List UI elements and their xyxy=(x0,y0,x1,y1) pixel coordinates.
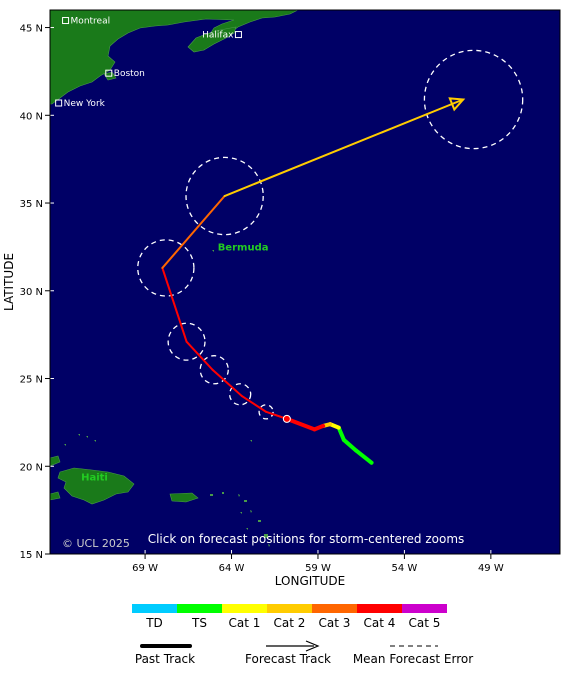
forecast-track-segment[interactable] xyxy=(161,266,188,343)
lon-tick-label: 69 W xyxy=(132,563,158,574)
land-north-america xyxy=(50,10,299,105)
region-label: Haiti xyxy=(81,472,108,483)
legend-swatch xyxy=(132,604,177,613)
lon-tick-label: 59 W xyxy=(305,563,331,574)
land-jamaica-west xyxy=(50,491,61,501)
past-track-segment xyxy=(354,448,374,465)
legend-swatch xyxy=(222,604,267,613)
lon-tick-label: 64 W xyxy=(219,563,245,574)
lat-tick-label: 30 N xyxy=(20,287,43,298)
past-track-segment xyxy=(336,425,346,442)
ocean xyxy=(50,10,560,554)
city-marker-icon xyxy=(55,99,63,107)
forecast-track-segment[interactable] xyxy=(161,195,226,269)
city-marker-icon xyxy=(234,31,242,39)
plot-border xyxy=(49,9,561,555)
error-circle xyxy=(228,383,252,406)
legend-swatch xyxy=(177,604,222,613)
error-circle xyxy=(137,239,195,297)
lat-tick-label: 25 N xyxy=(20,375,43,386)
error-cone xyxy=(137,49,524,420)
lat-tick-label: 15 N xyxy=(20,550,43,561)
legend-mean-error-label: Mean Forecast Error xyxy=(353,652,473,666)
error-circle xyxy=(423,49,524,150)
legend-category-label: Cat 2 xyxy=(274,616,306,630)
legend-category-label: Cat 4 xyxy=(364,616,396,630)
legend-past-track-label: Past Track xyxy=(135,652,195,666)
y-axis-label: LATITUDE xyxy=(2,253,16,311)
forecast-track-segment[interactable] xyxy=(240,395,268,413)
land-hispaniola xyxy=(57,467,135,505)
lon-tick-label: 54 W xyxy=(392,563,418,574)
error-circle xyxy=(258,404,274,420)
land-cuba-tip xyxy=(50,455,61,467)
x-axis-label: LONGITUDE xyxy=(275,574,345,588)
lon-tick-label: 49 W xyxy=(478,563,504,574)
city-marker-icon xyxy=(105,69,113,77)
lat-tick-label: 45 N xyxy=(20,24,43,35)
lat-tick-label: 20 N xyxy=(20,462,43,473)
storm-tracks[interactable] xyxy=(161,97,466,465)
legend-category-label: TD xyxy=(145,616,163,630)
city-label: New York xyxy=(64,99,106,109)
city-marker-icon xyxy=(62,17,70,25)
region-label: Bermuda xyxy=(218,242,269,253)
error-circle xyxy=(185,156,264,236)
forecast-track-segment[interactable] xyxy=(211,368,243,398)
land-puerto-rico xyxy=(169,492,199,503)
legend-past-track: Past Track xyxy=(135,644,195,666)
city-label: Halifax xyxy=(202,31,234,41)
legend-category-label: TS xyxy=(191,616,207,630)
land-nova-scotia xyxy=(187,26,237,53)
error-circle xyxy=(167,322,206,361)
place-labels: Montreal Halifax Boston New York Bermuda Hait… xyxy=(55,17,269,483)
legend-mean-error: Mean Forecast Error xyxy=(353,645,473,666)
current-position-marker[interactable] xyxy=(282,414,291,423)
legend-swatch xyxy=(267,604,312,613)
legend-category-label: Cat 5 xyxy=(409,616,441,630)
legend-swatch xyxy=(357,604,402,613)
category-legend: TD TS Cat 1 Cat 2 Cat 3 Cat 4 Cat 5 xyxy=(132,604,447,630)
land-layer xyxy=(50,10,299,547)
forecast-track-segment[interactable] xyxy=(185,340,214,371)
arrow-icon xyxy=(305,640,320,652)
legend-forecast-track-label: Forecast Track xyxy=(245,652,331,666)
past-track-segment xyxy=(341,437,358,453)
legend-swatch xyxy=(312,604,357,613)
axis-ticks: 45 N 40 N 35 N 30 N 25 N 20 N 15 N 69 W 64 W 59 W… xyxy=(20,24,504,574)
error-circle xyxy=(199,355,229,385)
city-label: Montreal xyxy=(71,17,111,27)
legend-category-label: Cat 1 xyxy=(229,616,261,630)
lat-tick-label: 40 N xyxy=(20,111,43,122)
legend-swatch xyxy=(402,604,447,613)
forecast-arrowhead-icon[interactable] xyxy=(448,97,466,112)
legend-category-label: Cat 3 xyxy=(319,616,351,630)
zoom-hint-text: Click on forecast positions for storm-ce… xyxy=(148,532,465,546)
copyright-text: © UCL 2025 xyxy=(62,537,130,550)
past-track-segment xyxy=(284,416,317,432)
forecast-track-segment[interactable] xyxy=(223,98,465,198)
city-label: Boston xyxy=(114,69,145,79)
lat-tick-label: 35 N xyxy=(20,199,43,210)
legend-forecast-track: Forecast Track xyxy=(245,640,331,666)
